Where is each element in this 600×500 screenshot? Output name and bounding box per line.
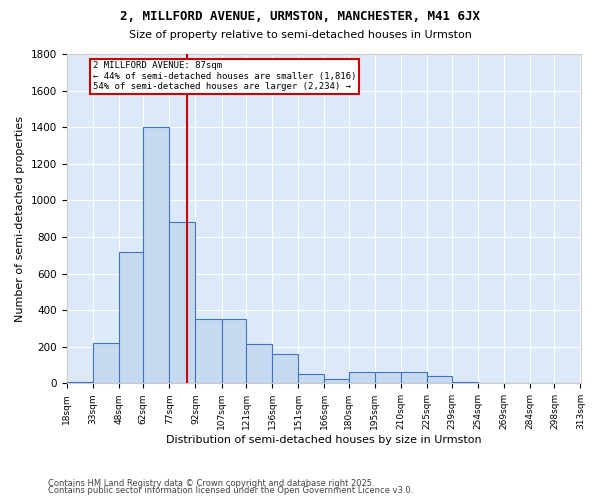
Bar: [272, 354, 298, 384]
Bar: [196, 320, 221, 384]
Text: 2 MILLFORD AVENUE: 87sqm
← 44% of semi-detached houses are smaller (1,816)
54% o: 2 MILLFORD AVENUE: 87sqm ← 44% of semi-d…: [92, 62, 356, 91]
Bar: [298, 374, 325, 384]
Bar: [401, 372, 427, 384]
Bar: [325, 379, 349, 384]
Y-axis label: Number of semi-detached properties: Number of semi-detached properties: [15, 116, 25, 322]
Bar: [169, 222, 196, 384]
Bar: [119, 252, 143, 384]
Bar: [92, 343, 119, 384]
Bar: [375, 372, 401, 384]
Text: Contains HM Land Registry data © Crown copyright and database right 2025.: Contains HM Land Registry data © Crown c…: [48, 478, 374, 488]
Bar: [67, 382, 92, 384]
Bar: [349, 372, 375, 384]
X-axis label: Distribution of semi-detached houses by size in Urmston: Distribution of semi-detached houses by …: [166, 435, 481, 445]
Bar: [427, 376, 452, 384]
Bar: [221, 320, 246, 384]
Text: 2, MILLFORD AVENUE, URMSTON, MANCHESTER, M41 6JX: 2, MILLFORD AVENUE, URMSTON, MANCHESTER,…: [120, 10, 480, 23]
Text: Contains public sector information licensed under the Open Government Licence v3: Contains public sector information licen…: [48, 486, 413, 495]
Bar: [452, 382, 478, 384]
Bar: [143, 127, 169, 384]
Text: Size of property relative to semi-detached houses in Urmston: Size of property relative to semi-detach…: [128, 30, 472, 40]
Bar: [246, 344, 272, 384]
